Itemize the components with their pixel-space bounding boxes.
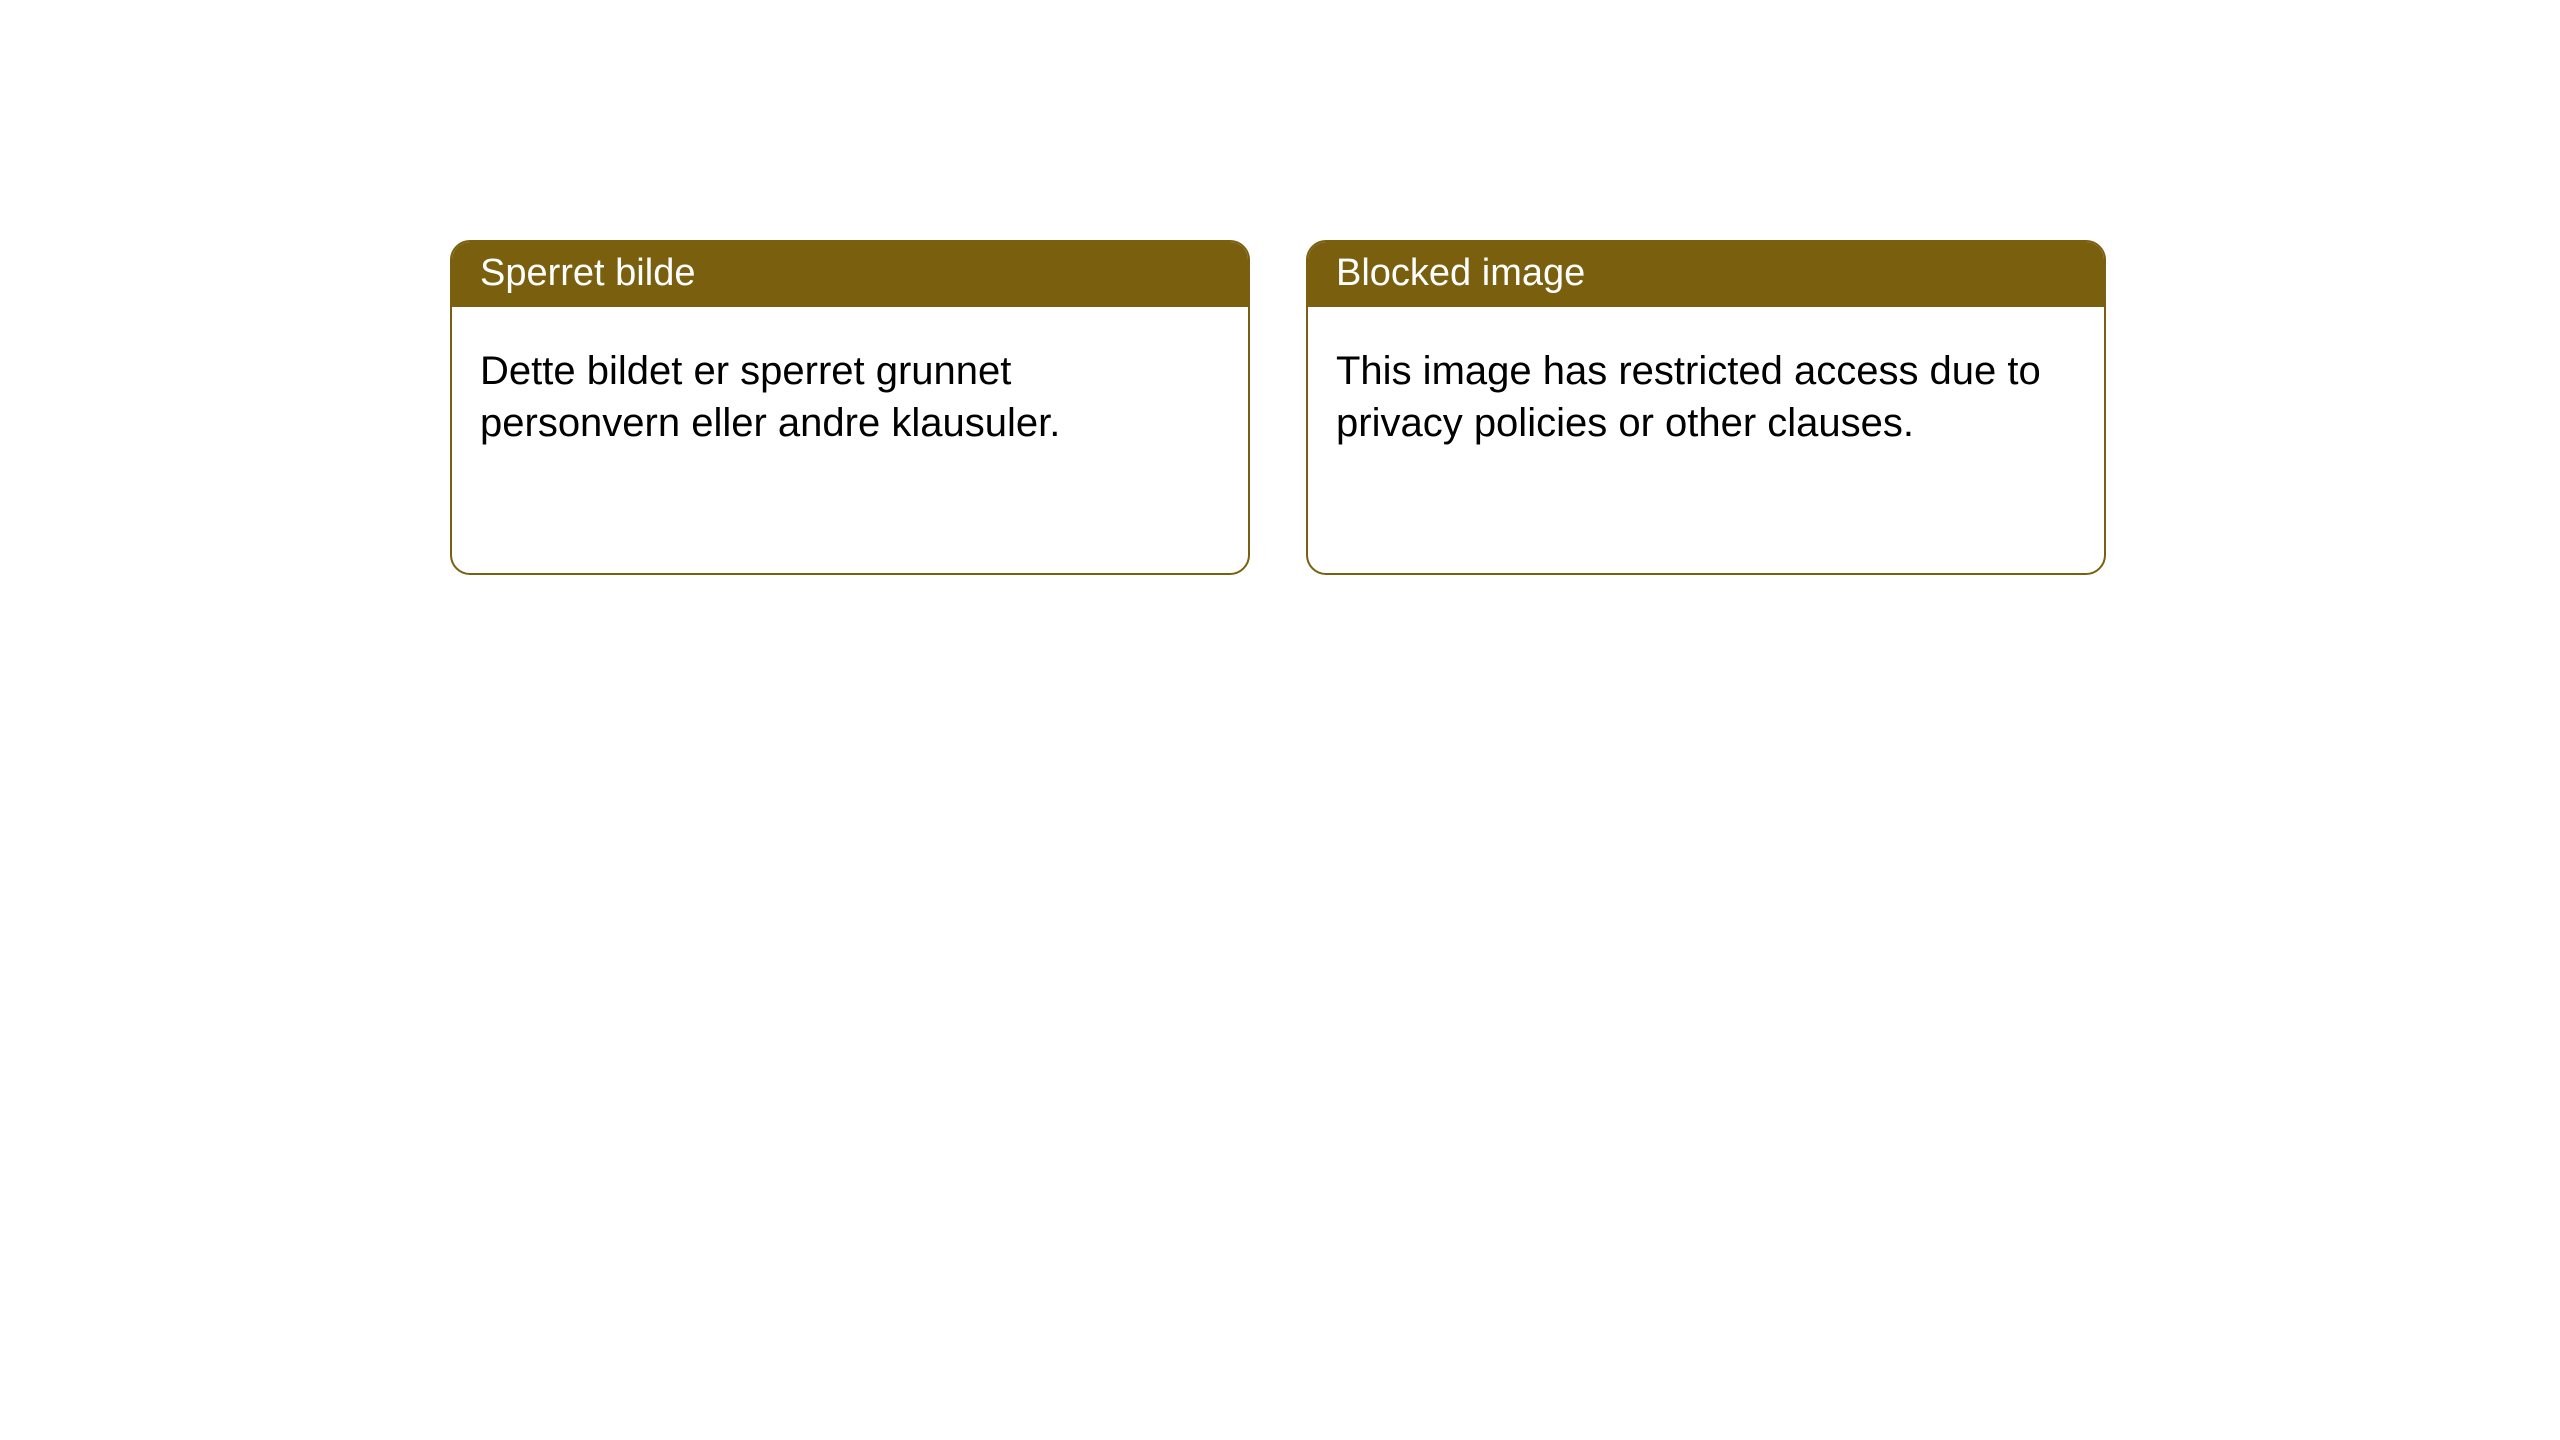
notice-card-body: Dette bildet er sperret grunnet personve… (452, 307, 1248, 477)
notice-card-body: This image has restricted access due to … (1308, 307, 2104, 477)
notice-card-text: This image has restricted access due to … (1336, 349, 2041, 445)
notice-card-norwegian: Sperret bilde Dette bildet er sperret gr… (450, 240, 1250, 575)
notice-card-english: Blocked image This image has restricted … (1306, 240, 2106, 575)
notice-card-text: Dette bildet er sperret grunnet personve… (480, 349, 1060, 445)
notice-card-title: Sperret bilde (480, 252, 695, 294)
notice-card-header: Blocked image (1308, 242, 2104, 307)
notice-card-header: Sperret bilde (452, 242, 1248, 307)
notice-cards-container: Sperret bilde Dette bildet er sperret gr… (0, 0, 2560, 575)
notice-card-title: Blocked image (1336, 252, 1585, 294)
